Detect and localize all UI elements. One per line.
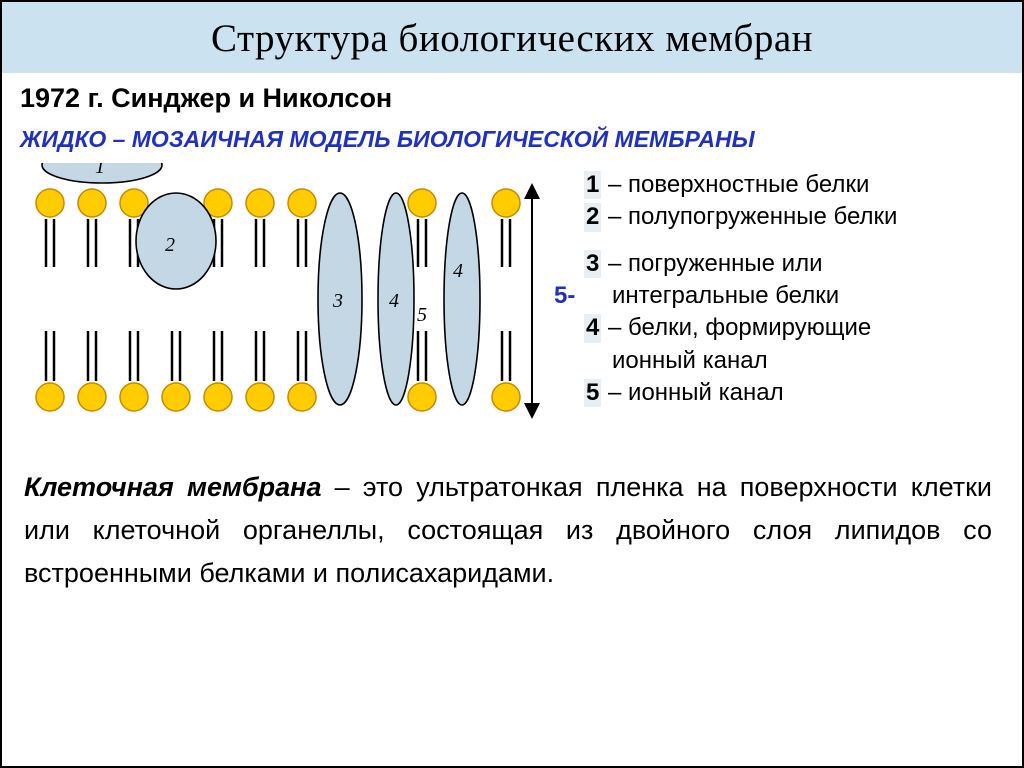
legend-num-5: 5 — [584, 379, 601, 407]
membrane-svg: 1234455- 10 нм — [20, 163, 580, 443]
legend-item-3b: интегральные белки — [584, 280, 1018, 312]
legend-num-2: 2 — [584, 203, 601, 231]
legend: 1 – поверхностные белки 2 – полупогружен… — [580, 163, 1018, 409]
legend-item-2: 2 – полупогруженные белки — [584, 201, 1018, 233]
svg-text:2: 2 — [165, 234, 175, 256]
slide-frame: Структура биологических мембран 1972 г. … — [0, 0, 1024, 768]
legend-item-4b: ионный канал — [584, 345, 1018, 377]
legend-num-3: 3 — [584, 250, 601, 278]
legend-text-5: – ионный канал — [601, 379, 783, 406]
legend-text-2: – полупогруженные белки — [601, 203, 897, 230]
legend-text-4: – белки, формирующие — [601, 314, 871, 341]
svg-text:3: 3 — [332, 290, 343, 312]
definition-lead: Клеточная мембрана — [24, 472, 321, 502]
svg-text:4: 4 — [453, 260, 463, 282]
legend-item-5: 5 – ионный канал — [584, 377, 1018, 409]
definition: Клеточная мембрана – это ультратонкая пл… — [2, 448, 1022, 596]
svg-text:4: 4 — [389, 290, 399, 312]
subtitle-authors: 1972 г. Синджер и Николсон — [2, 73, 1022, 118]
membrane-diagram: 1234455- 10 нм — [20, 163, 580, 448]
subtitle-model: ЖИДКО – МОЗАИЧНАЯ МОДЕЛЬ БИОЛОГИЧЕСКОЙ М… — [2, 118, 1022, 157]
svg-text:1: 1 — [95, 163, 105, 178]
title: Структура биологических мембран — [2, 2, 1022, 73]
diagram-row: 1234455- 10 нм 1 – поверхностные белки 2… — [2, 157, 1022, 448]
svg-text:5- 10 нм: 5- 10 нм — [554, 282, 580, 309]
legend-num-1: 1 — [584, 171, 601, 199]
legend-num-4: 4 — [584, 314, 601, 342]
legend-item-3: 3 – погруженные или — [584, 248, 1018, 280]
legend-text-3: – погруженные или — [601, 250, 822, 277]
svg-text:5: 5 — [417, 304, 427, 326]
legend-item-4: 4 – белки, формирующие — [584, 312, 1018, 344]
legend-item-1: 1 – поверхностные белки — [584, 169, 1018, 201]
legend-text-1: – поверхностные белки — [601, 171, 869, 198]
